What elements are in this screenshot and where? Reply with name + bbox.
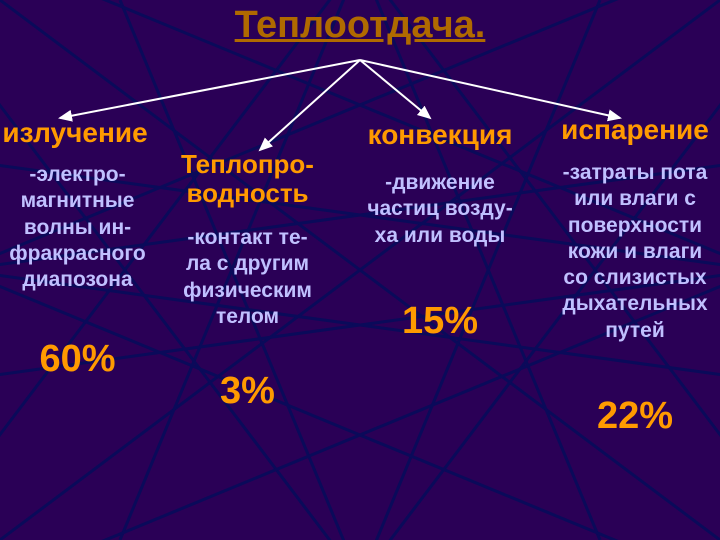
column-percent-conduction: 3% [160,370,335,413]
column-desc-conduction: -контакт те- ла с другим физическим тело… [160,225,335,330]
column-heading-evaporation: испарение [545,115,720,146]
column-desc-convection: -движение частиц возду- ха или воды [345,170,535,249]
content-layer: Теплоотдача. излучение -электро- магнитны… [0,0,720,540]
column-percent-radiation: 60% [0,338,155,381]
column-heading-conduction: Теплопро- водность [160,150,335,207]
column-heading-convection: конвекция [345,120,535,151]
column-percent-evaporation: 22% [545,395,720,438]
slide: Теплоотдача. излучение -электро- магнитны… [0,0,720,540]
column-desc-radiation: -электро- магнитные волны ин- фракрасног… [0,162,155,293]
column-heading-radiation: излучение [0,118,150,149]
column-percent-convection: 15% [345,300,535,343]
slide-title: Теплоотдача. [0,4,720,47]
column-desc-evaporation: -затраты пота или влаги с поверхности ко… [545,160,720,344]
